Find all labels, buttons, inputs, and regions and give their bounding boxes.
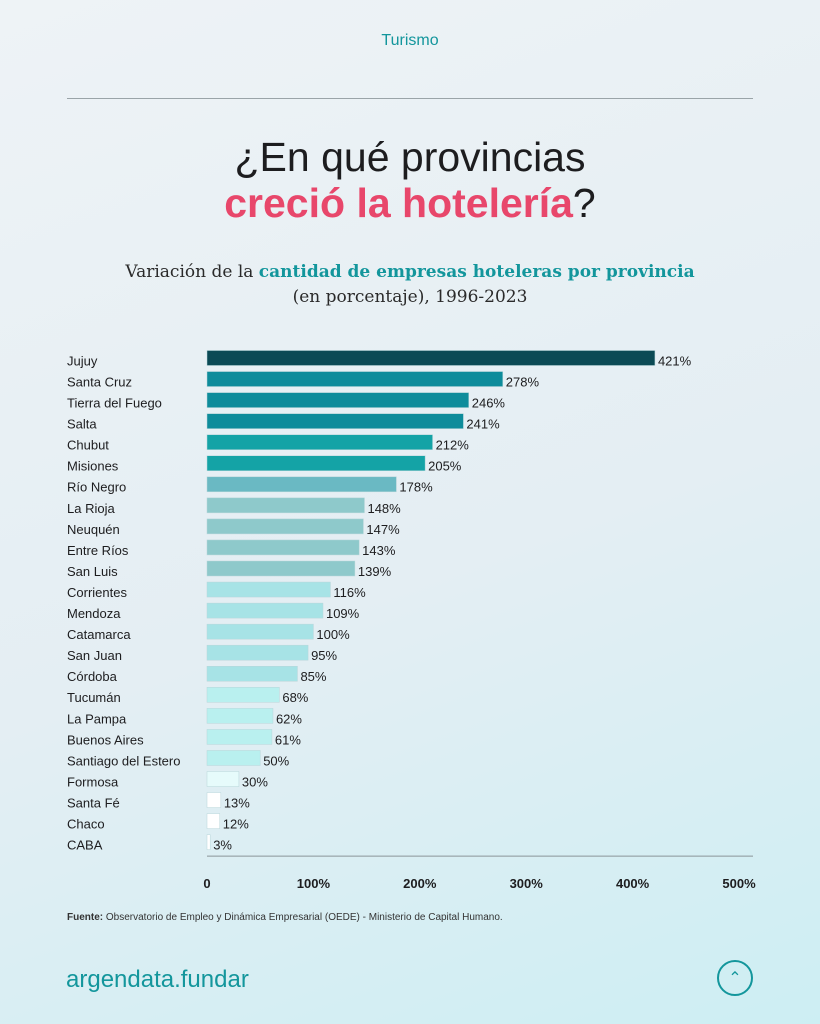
data-label: 61% xyxy=(275,732,301,747)
category-label: Santa Fé xyxy=(67,795,120,810)
category-label: Buenos Aires xyxy=(67,732,144,747)
data-label: 109% xyxy=(326,606,360,621)
category-label: Tucumán xyxy=(67,690,121,705)
bar xyxy=(206,413,464,429)
category-label: Santiago del Estero xyxy=(67,753,180,768)
subtitle-pre: Variación de la xyxy=(125,262,259,282)
chevron-up-circle-icon[interactable]: ⌃ xyxy=(717,960,753,996)
bar xyxy=(206,476,397,493)
data-label: 421% xyxy=(658,353,692,368)
source-note: Fuente: Observatorio de Empleo y Dinámic… xyxy=(67,912,503,923)
bar xyxy=(206,623,314,640)
data-label: 68% xyxy=(282,690,308,705)
data-label: 205% xyxy=(428,459,462,474)
bar xyxy=(206,434,433,450)
category-label: Santa Cruz xyxy=(67,374,132,389)
bar xyxy=(206,729,273,745)
category-label: Neuquén xyxy=(67,522,120,537)
data-label: 147% xyxy=(366,522,400,537)
page-title: ¿En qué provincias creció la hotelería? xyxy=(0,134,820,226)
source-text: Observatorio de Empleo y Dinámica Empres… xyxy=(103,912,503,923)
category-label: Salta xyxy=(67,417,97,432)
category-label: Chaco xyxy=(67,817,105,832)
subtitle-line1: Variación de la cantidad de empresas hot… xyxy=(0,260,820,285)
data-label: 246% xyxy=(472,396,506,411)
category-label: La Rioja xyxy=(67,501,115,516)
bar xyxy=(206,687,280,703)
data-label: 3% xyxy=(213,838,232,853)
brand-logo[interactable]: argendata.fundar xyxy=(66,966,249,993)
category-label: Tierra del Fuego xyxy=(67,396,162,411)
category-label: Jujuy xyxy=(67,353,98,368)
x-tick-label: 100% xyxy=(297,876,331,891)
section-label: Turismo xyxy=(381,32,439,49)
title-end: ? xyxy=(572,180,596,226)
bar xyxy=(206,518,364,535)
x-tick-label: 200% xyxy=(403,876,437,891)
source-label: Fuente: xyxy=(67,912,104,923)
bar xyxy=(206,666,298,682)
category-label: San Juan xyxy=(67,648,122,663)
bar xyxy=(206,371,504,387)
category-label: Mendoza xyxy=(67,606,121,621)
x-tick-label: 400% xyxy=(616,876,650,891)
category-label: Misiones xyxy=(67,459,119,474)
data-label: 30% xyxy=(242,774,268,789)
subtitle-line2: (en porcentaje), 1996-2023 xyxy=(292,287,528,307)
category-label: San Luis xyxy=(67,564,118,579)
bar xyxy=(206,350,656,366)
bar xyxy=(206,708,274,724)
subtitle-highlight: cantidad de empresas hoteleras por provi… xyxy=(258,262,695,282)
data-label: 12% xyxy=(223,817,249,832)
x-tick-label: 0 xyxy=(203,876,210,891)
category-label: Catamarca xyxy=(67,627,131,642)
data-label: 95% xyxy=(311,648,337,663)
category-label: CABA xyxy=(67,838,103,853)
bar-chart: Jujuy 421% Santa Cruz 278% Tierra del Fuego 2… xyxy=(67,350,756,891)
category-label: Río Negro xyxy=(67,480,126,495)
x-tick-label: 300% xyxy=(510,876,544,891)
category-label: Chubut xyxy=(67,438,109,453)
bar xyxy=(206,497,365,514)
bar xyxy=(206,602,324,619)
title-line1: ¿En qué provincias xyxy=(234,134,586,180)
category-label: Entre Ríos xyxy=(67,543,129,558)
data-label: 139% xyxy=(358,564,392,579)
bar xyxy=(206,392,469,408)
data-label: 148% xyxy=(367,501,401,516)
bar xyxy=(206,581,331,598)
data-label: 241% xyxy=(466,417,500,432)
bar xyxy=(206,539,360,556)
bar xyxy=(206,813,221,829)
data-label: 116% xyxy=(333,585,366,600)
data-label: 278% xyxy=(506,374,540,389)
bar xyxy=(206,771,240,787)
bar xyxy=(206,834,211,850)
data-label: 100% xyxy=(316,627,350,642)
category-label: Córdoba xyxy=(67,669,118,684)
category-label: Formosa xyxy=(67,774,119,789)
bar xyxy=(206,644,309,661)
x-tick-label: 500% xyxy=(722,876,756,891)
title-accent: creció la hotelería xyxy=(224,180,573,226)
category-label: Corrientes xyxy=(67,585,127,600)
data-label: 62% xyxy=(276,711,302,726)
bar xyxy=(206,792,222,808)
data-label: 13% xyxy=(224,795,250,810)
data-label: 50% xyxy=(263,753,289,768)
category-label: La Pampa xyxy=(67,711,127,726)
bar xyxy=(206,750,261,766)
title-line2: creció la hotelería? xyxy=(0,180,820,226)
data-label: 85% xyxy=(300,669,326,684)
data-label: 212% xyxy=(436,438,470,453)
bar xyxy=(206,560,356,577)
data-label: 178% xyxy=(399,480,433,495)
divider xyxy=(67,98,753,99)
data-label: 143% xyxy=(362,543,396,558)
chart-subtitle: Variación de la cantidad de empresas hot… xyxy=(0,260,820,310)
bar xyxy=(206,455,426,471)
